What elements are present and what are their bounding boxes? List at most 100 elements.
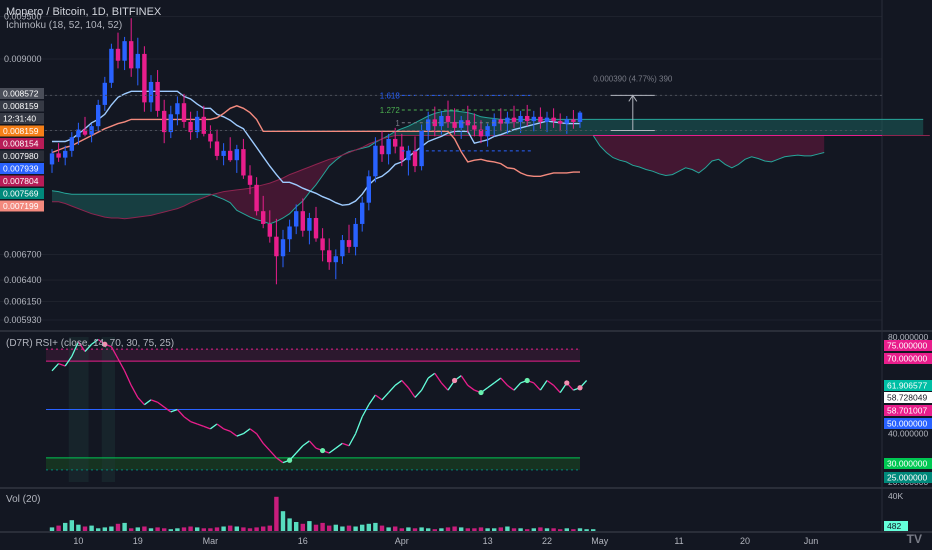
volume-bar	[208, 528, 213, 531]
candle-body	[406, 150, 411, 161]
candle-body	[214, 141, 220, 156]
volume-bar	[228, 525, 233, 531]
volume-bar	[254, 527, 259, 531]
fib-label: 1.272	[380, 106, 401, 115]
volume-bar	[142, 526, 147, 531]
tradingview-logo-icon[interactable]: TV	[906, 532, 922, 546]
cloud-segment	[382, 110, 924, 139]
candle-body	[445, 115, 451, 122]
rsi-segment	[335, 442, 343, 449]
rsi-level-box	[884, 353, 932, 364]
rsi-segment	[58, 362, 66, 367]
candle-body	[201, 116, 206, 134]
ichimoku-cloud	[51, 110, 930, 225]
volume-bar	[201, 528, 206, 531]
rsi-bear-marker	[577, 385, 583, 391]
rsi-segment	[513, 382, 522, 391]
rsi-pane: 80.00000040.00000020.00000075.00000070.0…	[46, 332, 932, 487]
volume-last-text: 482	[887, 521, 901, 531]
volume-bar	[564, 528, 569, 531]
candle-body	[181, 103, 187, 122]
candle-body	[577, 112, 583, 122]
volume-bar	[544, 528, 550, 531]
candle-body	[228, 150, 233, 161]
volume-bar	[439, 528, 444, 531]
rsi-segment	[539, 380, 548, 391]
time-tick: 19	[133, 536, 143, 546]
overbought-zone	[46, 349, 580, 362]
volume-bar	[333, 524, 338, 531]
rsi-segment	[342, 442, 350, 447]
candle-body	[241, 149, 246, 176]
rsi-level-text: 75.000000	[887, 341, 927, 351]
price-label-text: 0.007939	[3, 164, 39, 174]
volume-bar	[129, 528, 134, 531]
candle-body	[571, 119, 576, 122]
volume-tick: 40K	[888, 491, 903, 501]
price-label-box	[0, 113, 44, 124]
volume-pane: 40K 482	[49, 491, 908, 531]
volume-bar	[261, 526, 266, 531]
candle-body	[247, 175, 253, 185]
rsi-level-text: 58.728049	[887, 393, 927, 403]
candle-body	[280, 239, 286, 257]
candle-body	[511, 117, 517, 122]
rsi-segment	[460, 375, 469, 386]
volume-bar	[82, 526, 88, 531]
rsi-segment	[71, 341, 79, 357]
volume-bar	[327, 525, 332, 531]
candle-body	[439, 115, 444, 127]
candle-body	[340, 240, 345, 257]
candle-body	[333, 256, 338, 263]
rsi-segment	[110, 346, 119, 360]
rsi-bull-marker	[478, 389, 484, 396]
volume-bar	[360, 524, 365, 531]
volume-bar	[406, 527, 411, 531]
rsi-segment	[368, 394, 376, 406]
candle-body	[267, 223, 272, 237]
ichimoku-lines	[51, 90, 580, 206]
time-tick: Mar	[203, 536, 219, 546]
rsi-bull-marker	[320, 447, 326, 454]
volume-bar	[571, 529, 576, 531]
price-label-text: 0.007980	[3, 151, 39, 161]
volume-bar	[102, 527, 107, 531]
volume-bar	[584, 529, 589, 531]
volume-bar	[181, 527, 187, 531]
price-tick: 0.006700	[4, 250, 42, 260]
volume-bar	[221, 526, 226, 531]
rsi-segment	[421, 377, 429, 391]
rsi-segment	[170, 408, 178, 413]
price-label-text: 0.007569	[3, 189, 39, 199]
candle-body	[221, 150, 226, 156]
rsi-legend: (D7R) RSI+ (close, 14, 70, 30, 75, 25)	[6, 338, 175, 349]
price-label-box	[0, 200, 44, 212]
rsi-segment	[236, 433, 244, 437]
price-tick: 0.009500	[4, 12, 42, 22]
rsi-segment	[51, 363, 60, 372]
volume-bar	[195, 527, 200, 531]
price-tick: 0.006150	[4, 296, 42, 306]
volume-bar	[234, 526, 239, 531]
rsi-level-text: 50.000000	[887, 419, 927, 429]
rsi-bull-marker	[524, 377, 530, 384]
volume-bar	[525, 529, 530, 531]
candle-body	[261, 211, 266, 224]
rsi-segment	[375, 394, 383, 401]
candle-body	[188, 121, 193, 133]
candle-body	[195, 116, 200, 133]
candle-body	[56, 153, 61, 158]
candle-body	[96, 104, 101, 127]
candle-body	[274, 236, 279, 257]
rsi-segment	[440, 382, 449, 391]
rsi-segment	[328, 447, 337, 454]
volume-bar	[175, 528, 180, 531]
candle-body	[142, 53, 147, 103]
volume-bar	[115, 523, 121, 531]
candle-body	[294, 211, 299, 227]
rsi-segment	[427, 372, 436, 379]
volume-bar	[511, 528, 517, 531]
candle-body	[525, 115, 530, 122]
